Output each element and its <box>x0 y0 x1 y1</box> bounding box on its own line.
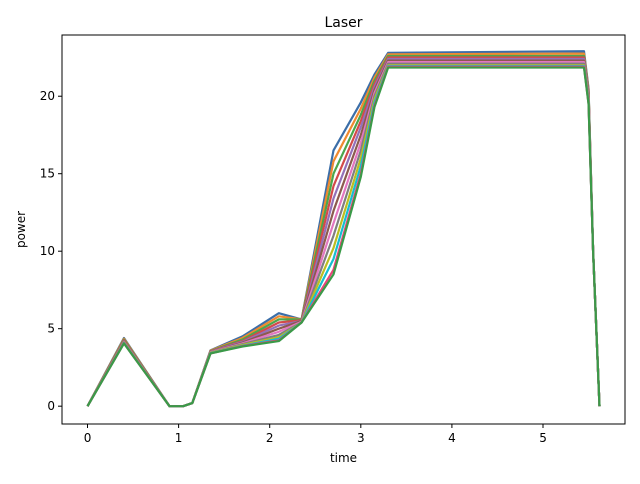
x-tick-label: 0 <box>84 431 92 445</box>
y-tick-label: 20 <box>40 89 55 103</box>
series-line-12 <box>86 66 601 408</box>
series-layer <box>86 50 601 408</box>
plot-frame <box>61 34 626 425</box>
chart-title: Laser <box>324 15 362 31</box>
x-tick-label: 3 <box>357 431 365 445</box>
y-tick-label: 10 <box>40 244 55 258</box>
y-axis-label: power <box>14 211 28 248</box>
y-tick-label: 0 <box>47 399 55 413</box>
y-tick-label: 5 <box>47 322 55 336</box>
x-tick-label: 5 <box>539 431 547 445</box>
y-axis-ticks: 0 5 10 15 20 <box>40 89 62 413</box>
x-tick-label: 4 <box>448 431 456 445</box>
y-tick-label: 15 <box>40 167 55 181</box>
x-tick-label: 1 <box>175 431 183 445</box>
x-axis-ticks: 0 1 2 3 4 5 <box>84 424 547 445</box>
x-axis-label: time <box>330 451 357 465</box>
x-tick-label: 2 <box>266 431 274 445</box>
